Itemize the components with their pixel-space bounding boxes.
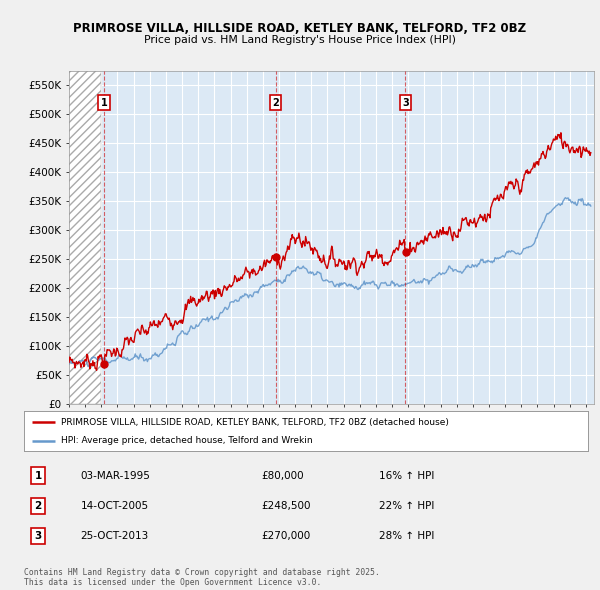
Text: £248,500: £248,500	[261, 501, 310, 511]
Text: Contains HM Land Registry data © Crown copyright and database right 2025.
This d: Contains HM Land Registry data © Crown c…	[24, 568, 380, 587]
Text: 2: 2	[272, 98, 279, 108]
Text: 3: 3	[402, 98, 409, 108]
Text: 16% ↑ HPI: 16% ↑ HPI	[379, 471, 434, 480]
Text: PRIMROSE VILLA, HILLSIDE ROAD, KETLEY BANK, TELFORD, TF2 0BZ: PRIMROSE VILLA, HILLSIDE ROAD, KETLEY BA…	[73, 22, 527, 35]
Text: 3: 3	[34, 531, 42, 541]
Text: 25-OCT-2013: 25-OCT-2013	[80, 531, 149, 541]
Polygon shape	[69, 71, 101, 404]
Text: 1: 1	[101, 98, 107, 108]
Text: 22% ↑ HPI: 22% ↑ HPI	[379, 501, 434, 511]
Text: PRIMROSE VILLA, HILLSIDE ROAD, KETLEY BANK, TELFORD, TF2 0BZ (detached house): PRIMROSE VILLA, HILLSIDE ROAD, KETLEY BA…	[61, 418, 449, 427]
Text: £80,000: £80,000	[261, 471, 304, 480]
Text: 1: 1	[34, 471, 42, 480]
Text: 14-OCT-2005: 14-OCT-2005	[80, 501, 149, 511]
Text: £270,000: £270,000	[261, 531, 310, 541]
Text: HPI: Average price, detached house, Telford and Wrekin: HPI: Average price, detached house, Telf…	[61, 436, 312, 445]
Text: Price paid vs. HM Land Registry's House Price Index (HPI): Price paid vs. HM Land Registry's House …	[144, 35, 456, 45]
Text: 2: 2	[34, 501, 42, 511]
Text: 03-MAR-1995: 03-MAR-1995	[80, 471, 150, 480]
Text: 28% ↑ HPI: 28% ↑ HPI	[379, 531, 434, 541]
